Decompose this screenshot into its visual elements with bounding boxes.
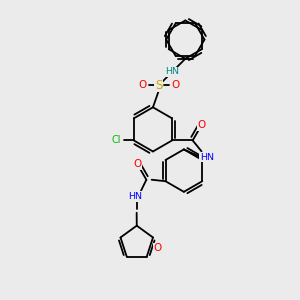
Text: HN: HN — [165, 68, 179, 76]
Text: O: O — [153, 244, 161, 254]
Text: Cl: Cl — [111, 135, 121, 146]
Text: O: O — [139, 80, 147, 90]
Text: HN: HN — [200, 153, 214, 162]
Text: O: O — [171, 80, 179, 90]
Text: O: O — [134, 159, 142, 170]
Text: O: O — [197, 120, 206, 130]
Text: S: S — [155, 79, 163, 92]
Text: HN: HN — [128, 192, 142, 201]
